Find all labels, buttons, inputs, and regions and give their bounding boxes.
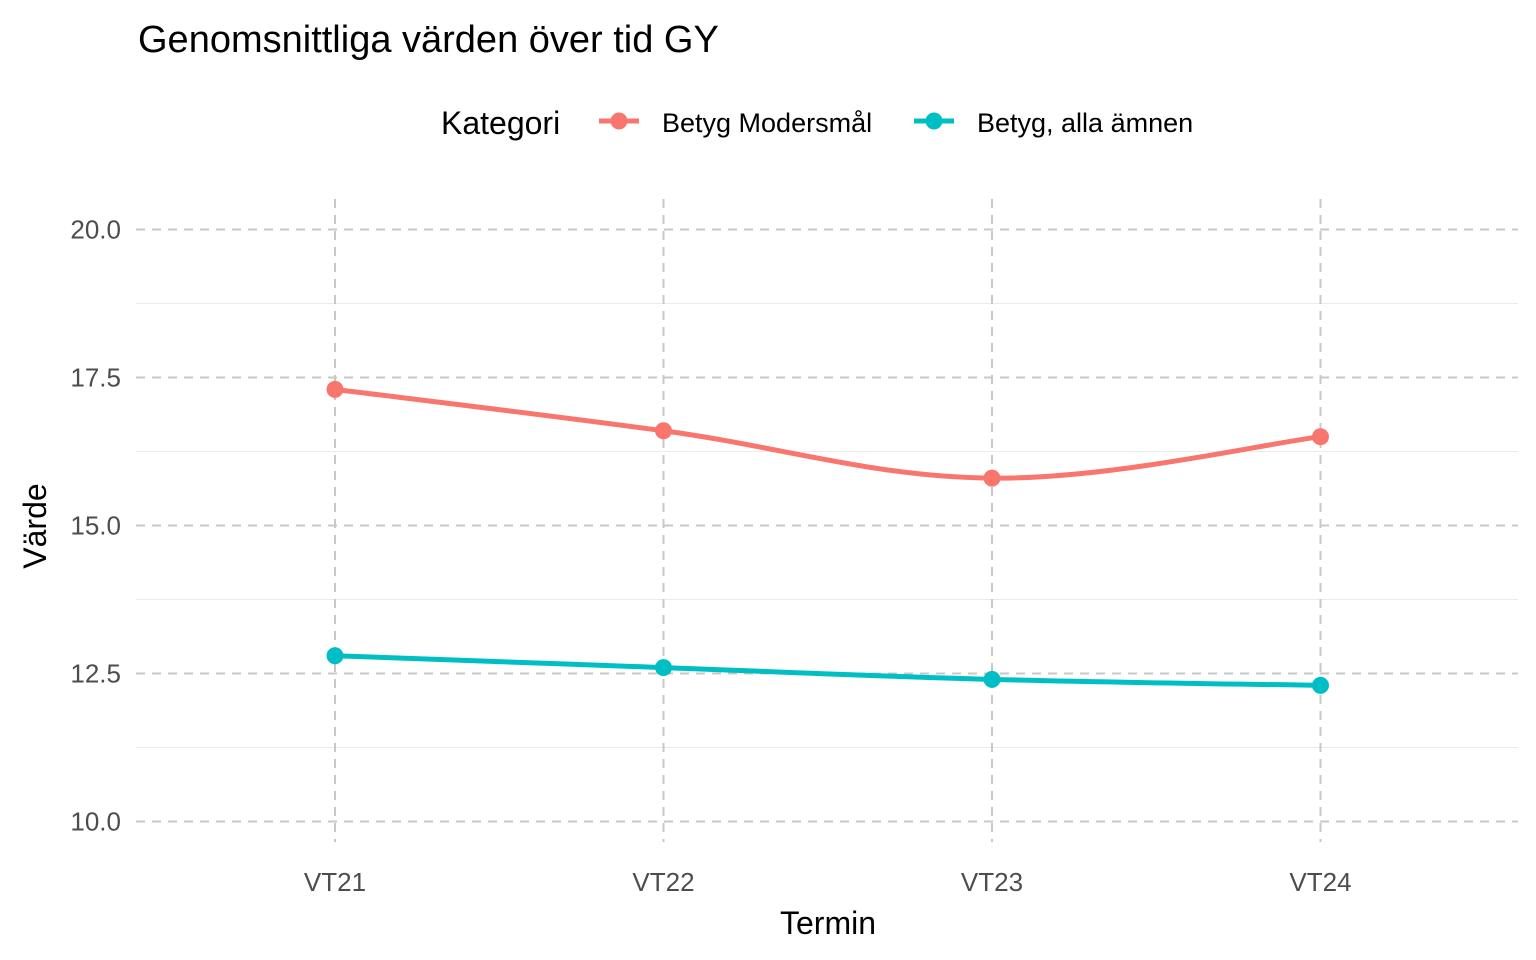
data-point: [655, 659, 672, 677]
data-point: [1312, 428, 1329, 446]
series-line: [332, 386, 1323, 481]
x-tick-label: VT22: [632, 867, 694, 897]
series-betyg-alla-amnen: [326, 647, 1329, 694]
plot-grid: [136, 199, 1518, 842]
data-point: [326, 647, 344, 665]
series-line: [332, 653, 1323, 688]
y-tick-label: 12.5: [70, 659, 121, 689]
legend-item: Betyg, alla ämnen: [914, 108, 1193, 138]
y-tick-label: 20.0: [70, 215, 121, 245]
y-tick-label: 10.0: [70, 807, 121, 837]
legend-title: Kategori: [441, 105, 560, 141]
y-tick-label: 15.0: [70, 511, 121, 541]
legend-label: Betyg, alla ämnen: [977, 108, 1193, 138]
x-tick-label: VT23: [961, 867, 1023, 897]
y-axis-ticks: 10.0 12.5 15.0 17.5 20.0: [70, 215, 121, 837]
chart-title: Genomsnittliga värden över tid GY: [138, 19, 719, 61]
legend: Kategori Betyg Modersmål Betyg, alla ämne…: [441, 105, 1193, 141]
data-point: [655, 422, 672, 440]
series-layer: [326, 380, 1329, 694]
x-axis-ticks: VT21 VT22 VT23 VT24: [304, 867, 1352, 897]
x-axis-title: Termin: [780, 905, 876, 941]
legend-key-point: [610, 112, 628, 130]
legend-item: Betyg Modersmål: [599, 108, 872, 138]
data-point: [326, 380, 344, 398]
legend-label: Betyg Modersmål: [662, 108, 872, 138]
legend-key-point: [925, 112, 943, 130]
y-tick-label: 17.5: [70, 363, 121, 393]
x-tick-label: VT24: [1289, 867, 1351, 897]
series-betyg-modersmal: [326, 380, 1329, 487]
data-point: [983, 469, 1001, 487]
x-tick-label: VT21: [304, 867, 366, 897]
data-point: [1312, 676, 1329, 694]
y-axis-title: Värde: [17, 483, 53, 568]
data-point: [983, 670, 1001, 688]
